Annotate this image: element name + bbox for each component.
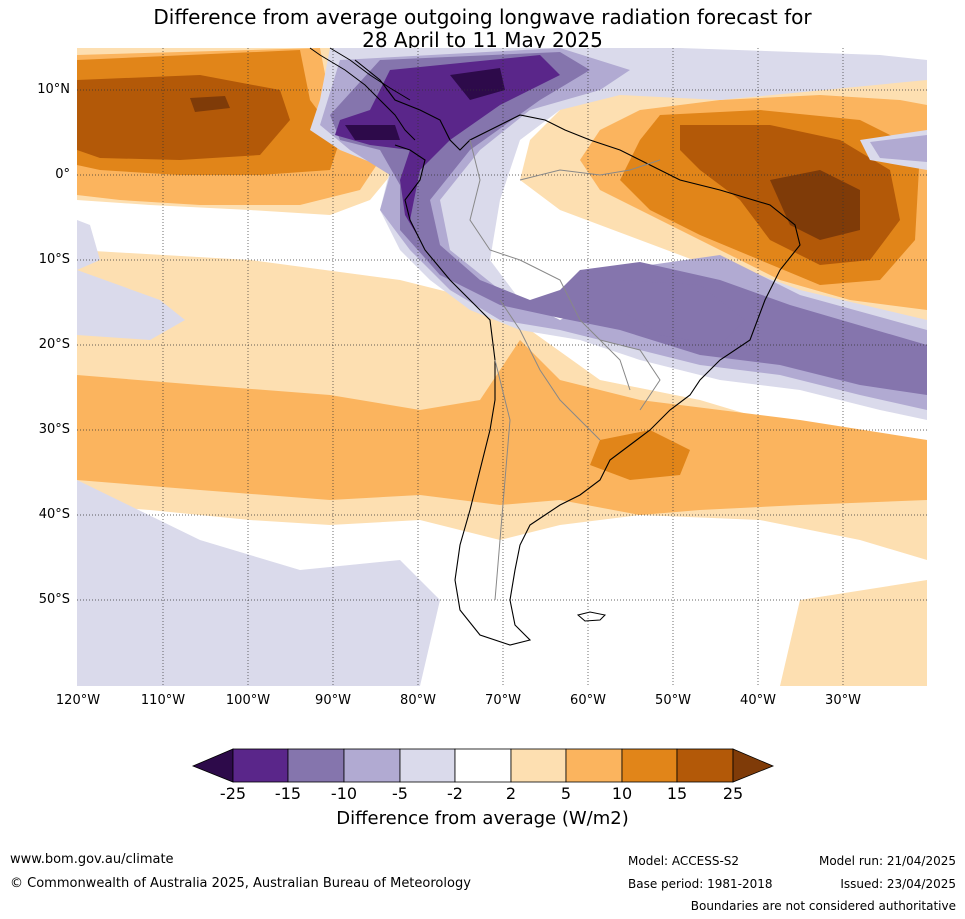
colorbar-tick: 5	[560, 784, 572, 803]
colorbar-segment	[343, 748, 401, 783]
graticule	[77, 48, 927, 686]
colorbar-tick: 10	[611, 784, 633, 803]
lat-label: 30°S	[38, 422, 70, 437]
lon-label: 100°W	[225, 693, 271, 708]
lat-label: 40°S	[38, 507, 70, 522]
anomaly-region	[620, 280, 745, 345]
lat-label: 50°S	[38, 592, 70, 607]
anomaly-region	[77, 340, 927, 515]
colorbar-segment	[621, 748, 678, 783]
colorbar-label: Difference from average (W/m2)	[336, 808, 629, 829]
lon-label: 90°W	[315, 693, 351, 708]
central-america-coastline	[309, 47, 416, 141]
anomaly-region	[870, 135, 927, 162]
anomaly-shading	[77, 48, 927, 686]
base-period: Base period: 1981-2018	[628, 877, 773, 891]
boundary-disclaimer: Boundaries are not considered authoritat…	[690, 899, 956, 913]
colorbar-extend-high	[732, 748, 775, 783]
lat-label: 10°N	[37, 82, 70, 97]
colorbar-segment	[565, 748, 623, 783]
map-title-line1: Difference from average outgoing longwav…	[153, 5, 812, 29]
lon-label: 30°W	[825, 693, 861, 708]
lon-label: 50°W	[655, 693, 691, 708]
south-america-coastline	[354, 59, 801, 646]
colorbar-tick: -25	[219, 784, 247, 803]
colorbar-segment	[287, 748, 345, 783]
anomaly-region	[77, 480, 440, 686]
colorbar-segment	[399, 748, 456, 783]
colorbar	[191, 748, 775, 783]
colorbar-tick: -2	[447, 784, 463, 803]
colorbar-tick: 15	[666, 784, 688, 803]
colorbar-tick: -5	[392, 784, 408, 803]
anomaly-region	[77, 75, 290, 160]
anomaly-region	[77, 270, 185, 340]
anomaly-region	[335, 55, 560, 240]
anomaly-region	[190, 96, 230, 112]
website-link[interactable]: www.bom.gov.au/climate	[10, 852, 174, 867]
national-boundaries	[469, 139, 661, 601]
anomaly-region	[780, 580, 927, 686]
anomaly-region	[590, 430, 690, 480]
colorbar-segment	[454, 748, 512, 783]
colorbar-tick: -15	[274, 784, 302, 803]
lat-label: 20°S	[38, 337, 70, 352]
model-name: Model: ACCESS-S2	[628, 854, 740, 868]
lon-label: 60°W	[570, 693, 606, 708]
anomaly-region	[77, 220, 100, 270]
issued-date: Issued: 23/04/2025	[840, 877, 956, 891]
lon-label: 120°W	[55, 693, 101, 708]
lon-label: 110°W	[140, 693, 186, 708]
colorbar-tick: 25	[722, 784, 744, 803]
model-run-date: Model run: 21/04/2025	[818, 854, 956, 868]
colorbar-segment	[232, 748, 289, 783]
copyright-text: © Commonwealth of Australia 2025, Austra…	[10, 876, 471, 891]
colorbar-tick: 2	[505, 784, 517, 803]
colorbar-extend-low	[191, 748, 234, 783]
lon-label: 80°W	[400, 693, 436, 708]
lon-label: 40°W	[740, 693, 776, 708]
lat-label: 10°S	[38, 252, 70, 267]
lon-label: 70°W	[485, 693, 521, 708]
colorbar-tick: -10	[330, 784, 358, 803]
anomaly-region	[450, 68, 505, 100]
lat-label: 0°	[55, 167, 70, 182]
anomaly-region	[345, 125, 400, 140]
colorbar-segment	[510, 748, 567, 783]
falklands-outline	[576, 611, 607, 622]
anomaly-region	[330, 52, 927, 395]
colorbar-segment	[676, 748, 734, 783]
